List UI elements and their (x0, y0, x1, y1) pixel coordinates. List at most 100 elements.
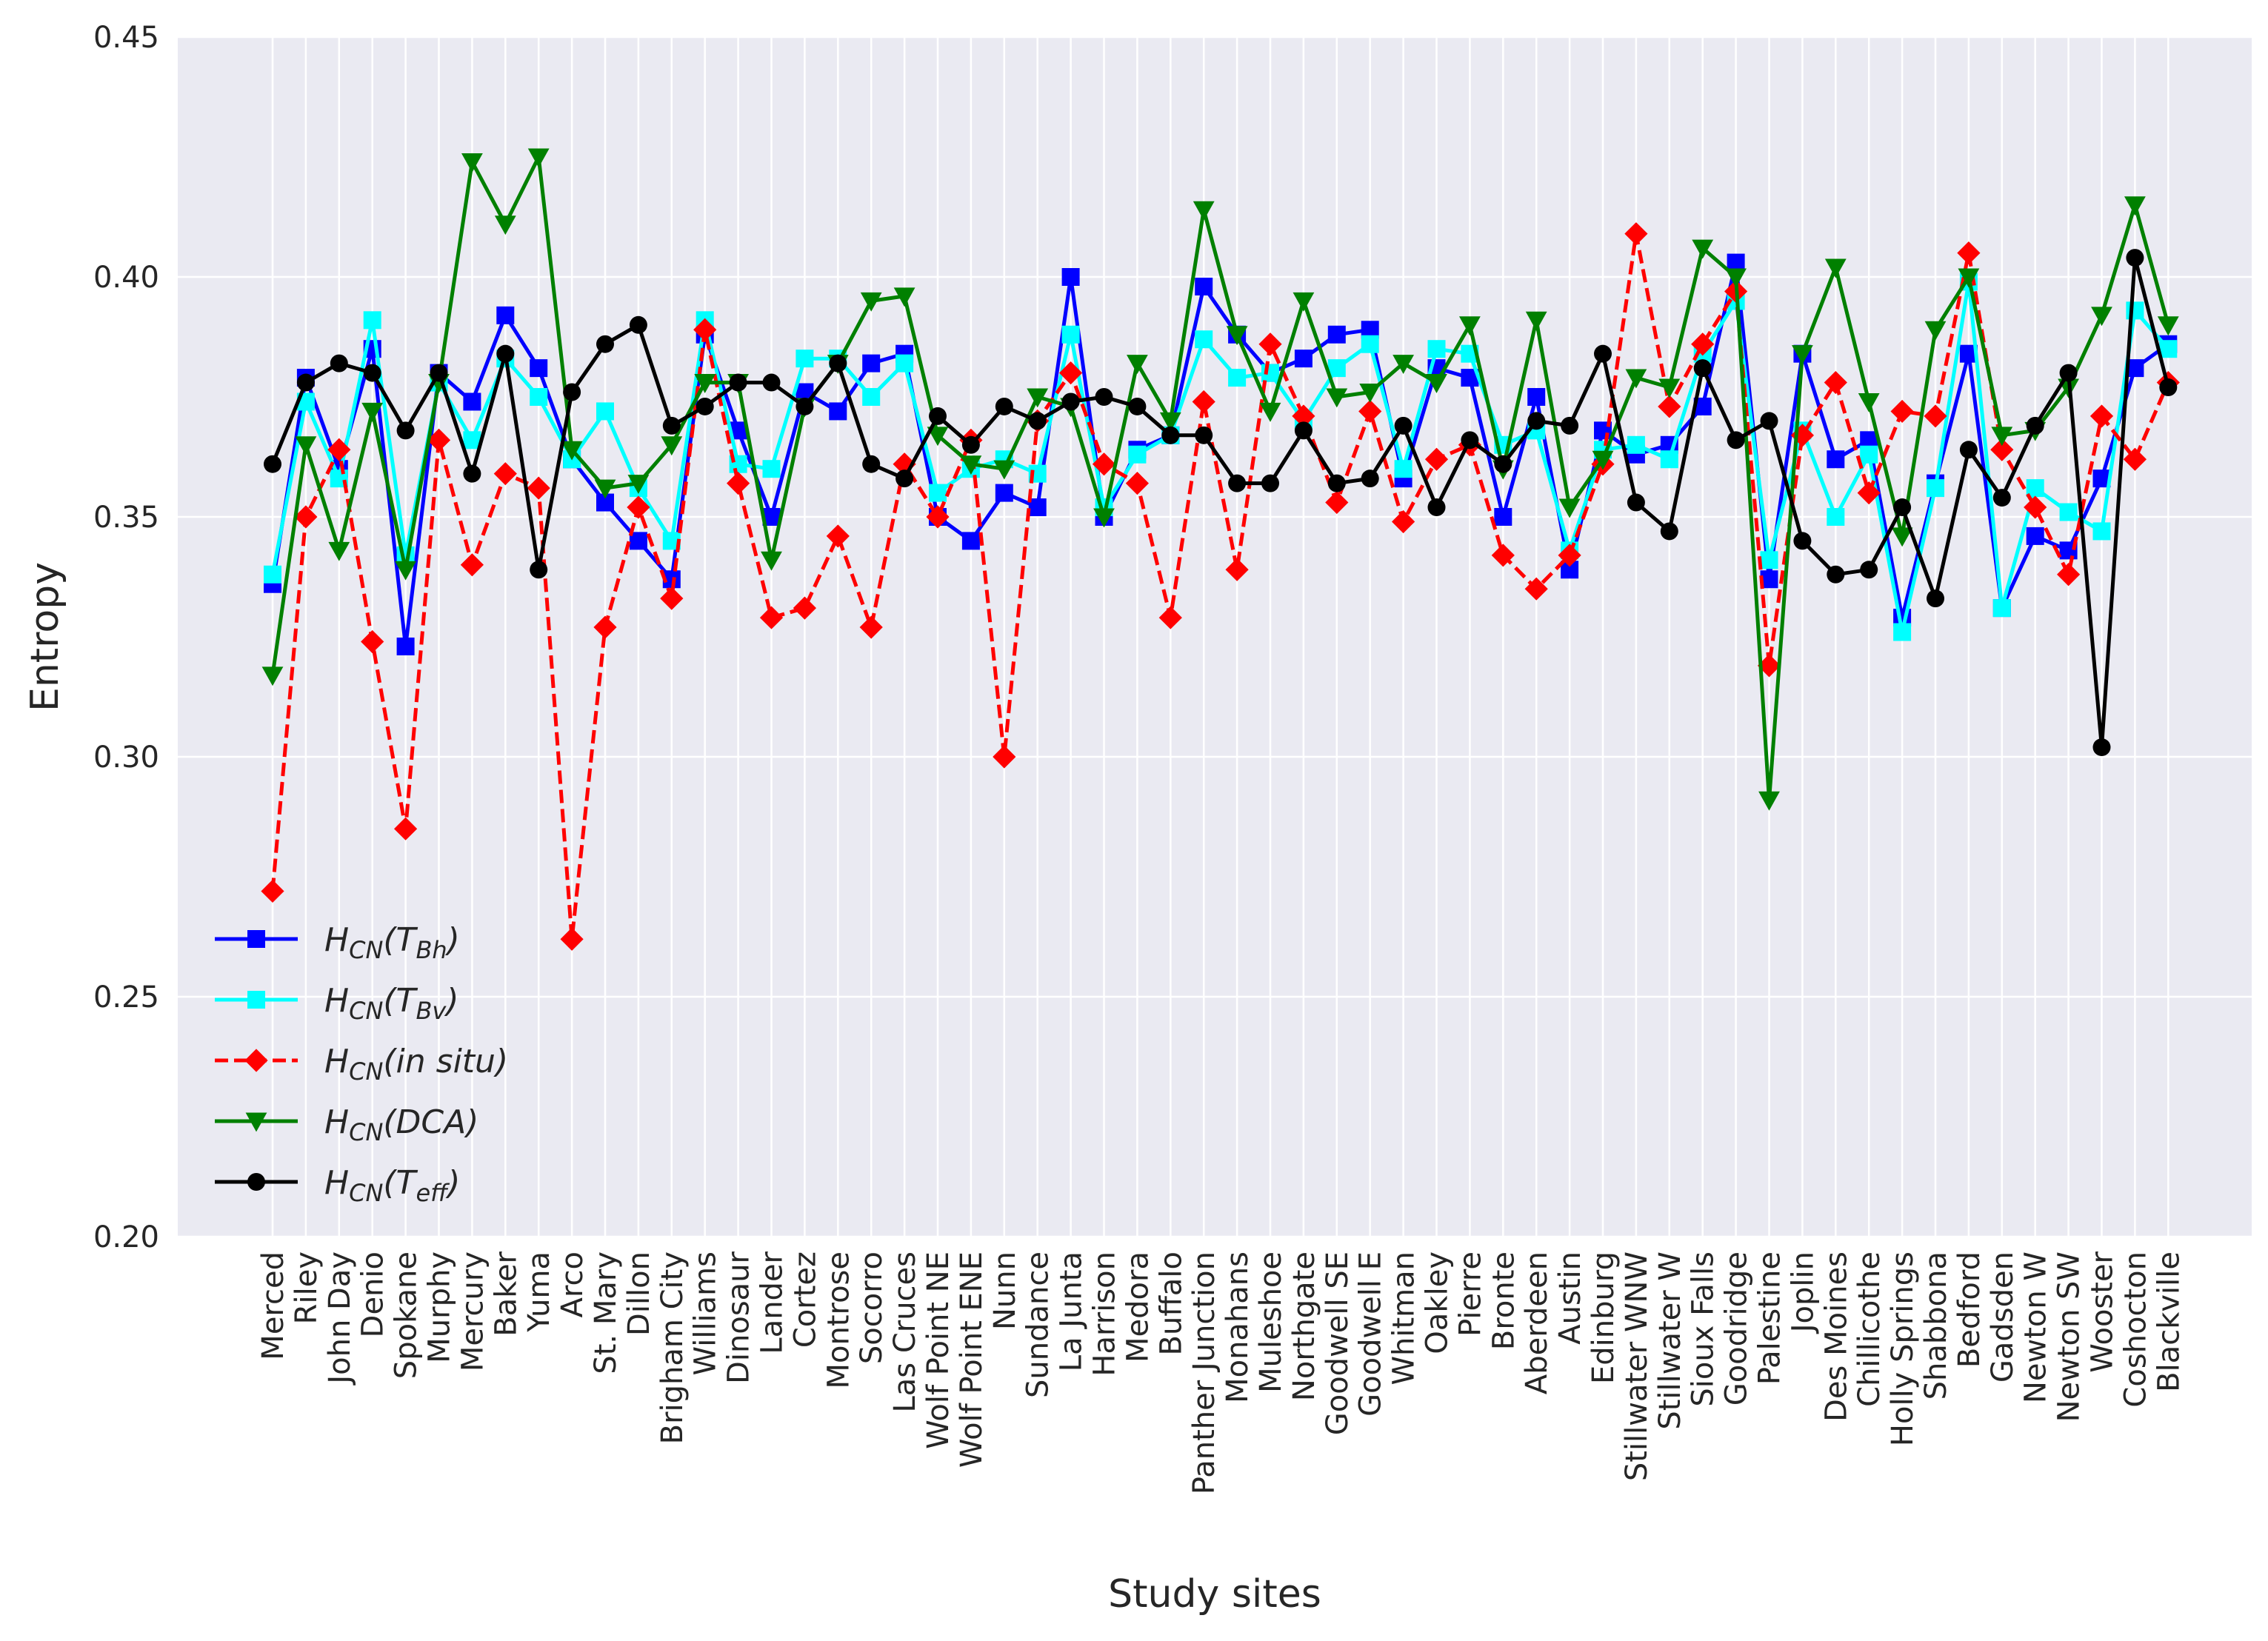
data-point (2026, 416, 2044, 435)
legend-label: HCN(Teff) (324, 1164, 460, 1207)
data-point (463, 464, 481, 483)
x-tick-label: Joplin (1786, 1251, 1820, 1334)
x-tick-label: Brigham City (656, 1251, 690, 1444)
x-tick-label: Muleshoe (1254, 1251, 1288, 1393)
data-point (2057, 563, 2081, 586)
data-point (1361, 335, 1379, 353)
data-point (1527, 388, 1546, 406)
data-point (2026, 527, 2044, 545)
x-tick-label: Stillwater WNW (1620, 1251, 1654, 1481)
data-point (1327, 474, 1346, 492)
data-point (1660, 450, 1678, 469)
x-tick-label: Goodwell E (1354, 1251, 1388, 1417)
x-tick-label: Bedford (1952, 1251, 1987, 1368)
data-point (1760, 412, 1778, 430)
data-point (1858, 392, 1880, 412)
data-point (2159, 378, 2178, 397)
data-point (1426, 374, 1447, 393)
data-point (1990, 438, 2014, 461)
data-point (662, 416, 681, 435)
data-point (1461, 431, 1479, 449)
data-point (1028, 412, 1047, 430)
data-point (927, 427, 949, 447)
data-point (1228, 474, 1247, 492)
data-point (1525, 311, 1547, 331)
x-tick-label: Las Cruces (888, 1251, 922, 1413)
data-point (1561, 416, 1579, 435)
x-tick-label: Stillwater W (1653, 1251, 1687, 1430)
data-point (2124, 196, 2146, 216)
data-point (1793, 532, 1812, 550)
data-point (493, 462, 517, 486)
data-point (1093, 508, 1115, 528)
y-tick-label: 0.25 (93, 980, 159, 1015)
data-point (1558, 498, 1581, 518)
data-point (1128, 397, 1147, 415)
data-point (1394, 460, 1413, 478)
data-point (1992, 489, 2011, 507)
data-point (629, 315, 647, 334)
data-point (796, 397, 814, 415)
data-point (460, 553, 484, 577)
data-point (2059, 364, 2078, 382)
x-tick-label: Wolf Point NE (921, 1251, 955, 1449)
x-tick-label: Chillicothe (1852, 1251, 1887, 1407)
x-tick-label: Socorro (855, 1251, 889, 1364)
data-point (1226, 326, 1248, 346)
x-tick-label: Denio (356, 1251, 390, 1337)
x-tick-label: Baker (489, 1251, 523, 1336)
data-point (2089, 404, 2114, 428)
data-point (1261, 364, 1279, 382)
data-point (530, 359, 548, 378)
data-point (1326, 388, 1348, 408)
x-tick-label: Gadsden (1986, 1251, 2020, 1383)
data-point (593, 615, 617, 639)
data-point (2123, 447, 2147, 471)
x-tick-label: Palestine (1753, 1251, 1787, 1385)
data-point (693, 318, 717, 341)
data-point (530, 388, 548, 406)
x-tick-label: Pierre (1453, 1251, 1487, 1337)
x-tick-label: Williams (689, 1251, 723, 1375)
data-point (860, 292, 882, 312)
data-point (1195, 426, 1213, 444)
data-point (1890, 399, 1914, 424)
data-point (264, 565, 281, 584)
data-point (1758, 791, 1780, 811)
data-point (1857, 481, 1881, 505)
data-point (1757, 654, 1781, 678)
x-tick-label: Austin (1553, 1251, 1587, 1345)
x-tick-label: Arco (556, 1251, 590, 1317)
x-tick-label: Nunn (988, 1251, 1022, 1330)
x-tick-label: Monahans (1221, 1251, 1255, 1403)
x-tick-label: Lander (756, 1251, 790, 1354)
data-point (727, 472, 750, 495)
data-point (829, 402, 847, 421)
legend-marker (247, 1173, 265, 1191)
x-tick-label: Goodridge (1720, 1251, 1754, 1406)
data-point (993, 460, 1015, 480)
data-point (995, 397, 1013, 415)
x-tick-label: Dillon (622, 1251, 656, 1336)
data-point (1193, 201, 1215, 221)
series-line (270, 280, 2170, 634)
data-point (1061, 268, 1080, 286)
data-point (627, 475, 650, 495)
x-tick-label: Whitman (1387, 1251, 1421, 1386)
data-point (1059, 361, 1083, 385)
data-point (1924, 404, 1947, 428)
data-point (1228, 369, 1247, 387)
data-point (1494, 508, 1512, 526)
data-point (1392, 509, 1415, 534)
series-4 (264, 249, 2178, 757)
x-tick-label: Northgate (1287, 1251, 1321, 1401)
data-point (1128, 445, 1147, 464)
y-tick-label: 0.30 (93, 741, 159, 775)
x-tick-label: Medora (1121, 1251, 1155, 1363)
data-point (1692, 239, 1714, 259)
data-point (1092, 452, 1116, 476)
data-point (829, 354, 847, 372)
data-point (1827, 565, 1845, 584)
data-point (1127, 355, 1148, 375)
